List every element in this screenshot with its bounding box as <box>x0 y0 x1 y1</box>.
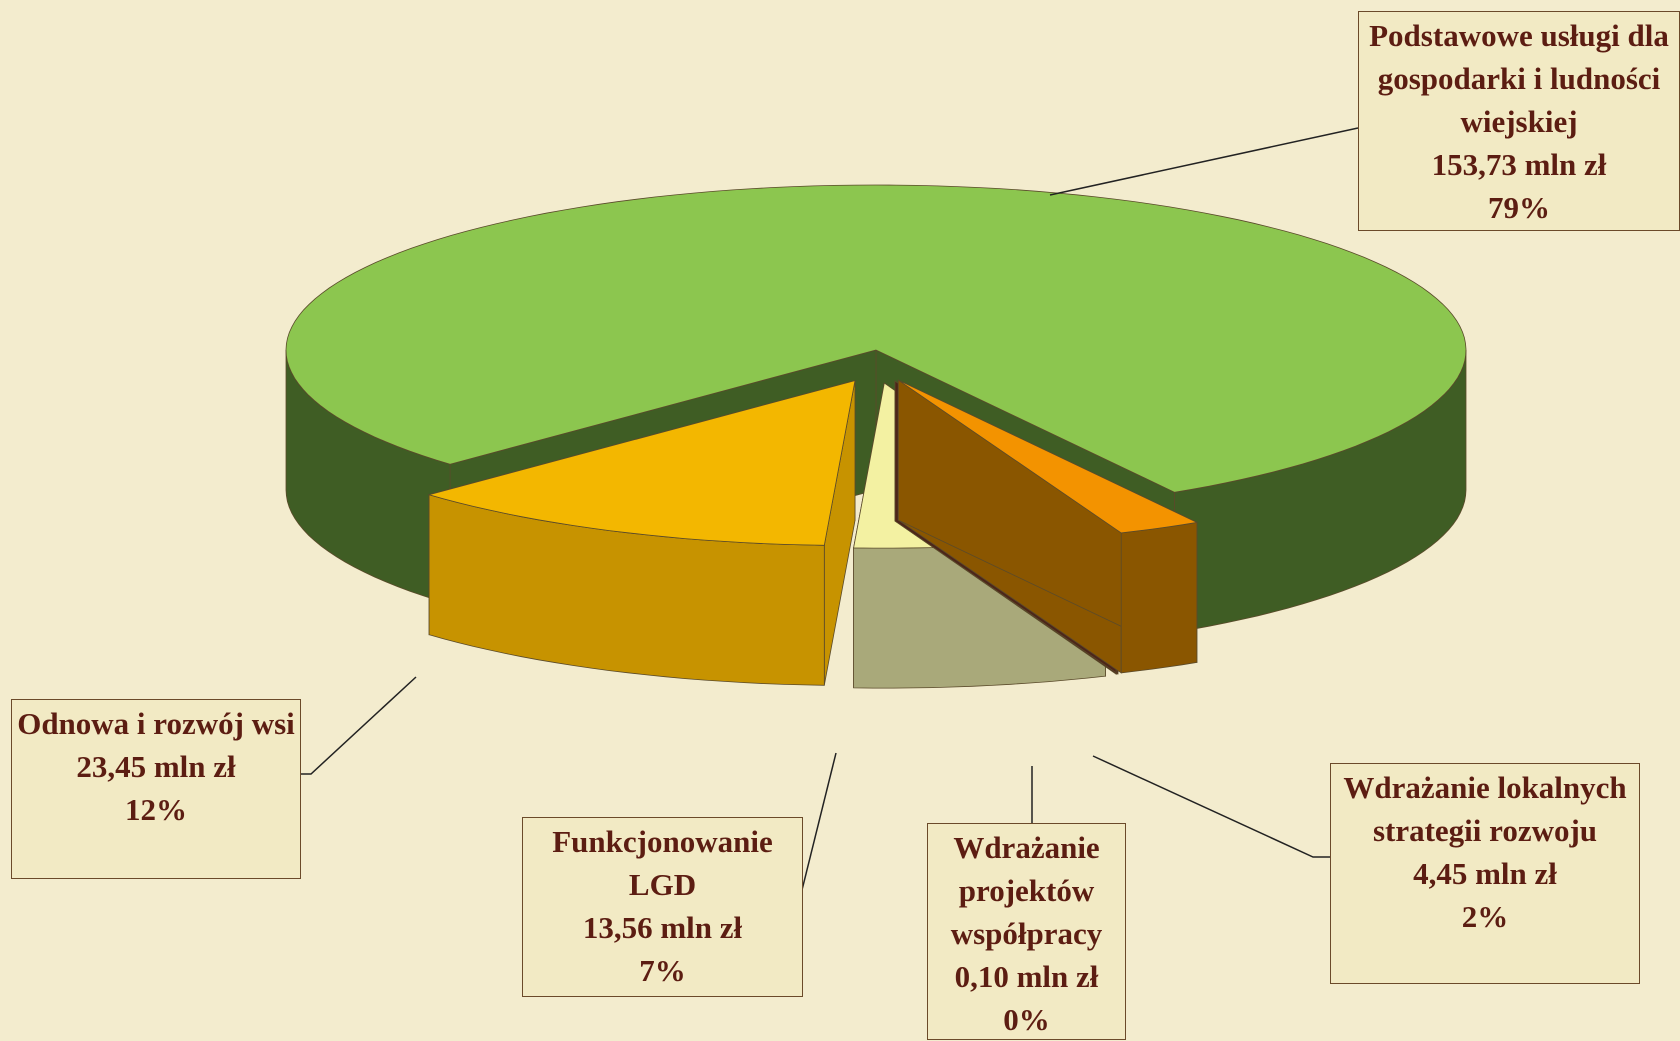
slice-wall <box>1120 521 1198 674</box>
category-label: Podstawowe usługi dla gospodarki i ludno… <box>1369 18 1669 139</box>
percent-label: 7% <box>639 953 686 988</box>
category-label: Wdrażanie projektów współpracy <box>950 830 1103 951</box>
data-label: Odnowa i rozwój wsi 23,45 mln zł 12% <box>11 699 301 879</box>
slice-top <box>285 184 1467 493</box>
percent-label: 2% <box>1461 899 1509 934</box>
data-label: Funkcjonowanie LGD 13,56 mln zł 7% <box>522 817 803 997</box>
slice-top <box>427 380 856 546</box>
pie <box>285 184 1467 689</box>
category-label: Odnowa i rozwój wsi <box>17 706 295 741</box>
data-label: Wdrażanie lokalnych strategii rozwoju 4,… <box>1330 763 1640 984</box>
leader-line <box>300 676 417 775</box>
percent-label: 0% <box>1003 1002 1050 1037</box>
slice-top <box>898 379 1199 534</box>
percent-label: 12% <box>125 792 187 827</box>
data-label: Wdrażanie projektów współpracy 0,10 mln … <box>927 823 1126 1040</box>
data-label: Podstawowe usługi dla gospodarki i ludno… <box>1358 11 1680 231</box>
value-label: 23,45 mln zł <box>76 749 236 784</box>
percent-label: 79% <box>1488 190 1550 225</box>
leader-line <box>1049 127 1359 196</box>
category-label: Funkcjonowanie LGD <box>552 824 773 902</box>
leader-line <box>801 752 837 891</box>
value-label: 13,56 mln zł <box>582 910 743 945</box>
category-label: Wdrażanie lokalnych strategii rozwoju <box>1343 770 1627 848</box>
leader-lines <box>300 127 1359 891</box>
value-label: 153,73 mln zł <box>1431 147 1607 182</box>
value-label: 4,45 mln zł <box>1413 856 1557 891</box>
leader-line <box>1092 755 1330 858</box>
value-label: 0,10 mln zł <box>954 959 1099 994</box>
